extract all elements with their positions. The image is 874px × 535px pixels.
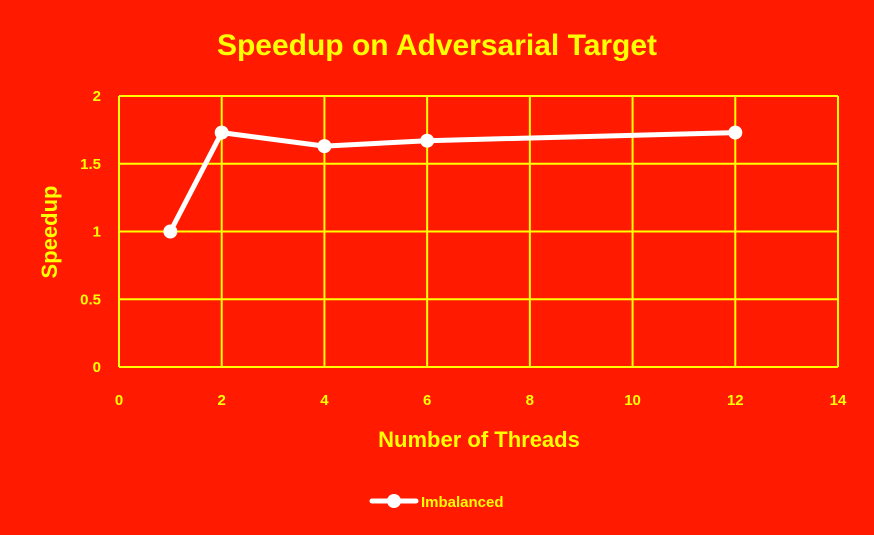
x-tick-label: 0: [115, 392, 123, 409]
x-tick-label: 8: [526, 392, 534, 409]
x-tick-label: 12: [727, 392, 744, 409]
y-tick-label: 0.5: [80, 291, 101, 308]
data-point[interactable]: [163, 224, 178, 239]
data-point[interactable]: [728, 125, 743, 140]
y-tick-label: 1: [93, 224, 101, 241]
x-tick-label: 2: [218, 392, 226, 409]
data-point[interactable]: [214, 125, 229, 140]
legend-marker: [387, 494, 401, 508]
series-layer: [163, 125, 743, 239]
y-tick-label: 1.5: [80, 156, 101, 173]
legend-label: Imbalanced: [421, 494, 504, 511]
x-tick-label: 4: [320, 392, 329, 409]
x-tick-label: 6: [423, 392, 431, 409]
legend[interactable]: Imbalanced: [369, 494, 504, 511]
x-axis-title: Number of Threads: [378, 427, 580, 452]
x-tick-label: 14: [830, 392, 847, 409]
y-tick-label: 0: [93, 359, 101, 376]
grid: [118, 95, 839, 368]
tick-labels: 0 2 4 6 8 10 12 14 0 0.5 1 1.5 2: [80, 88, 847, 409]
data-point[interactable]: [420, 133, 435, 148]
x-tick-label: 10: [624, 392, 641, 409]
chart-title: Speedup on Adversarial Target: [217, 29, 657, 62]
y-axis-title: Speedup: [37, 186, 62, 279]
y-tick-label: 2: [93, 88, 101, 105]
data-point[interactable]: [317, 139, 332, 154]
